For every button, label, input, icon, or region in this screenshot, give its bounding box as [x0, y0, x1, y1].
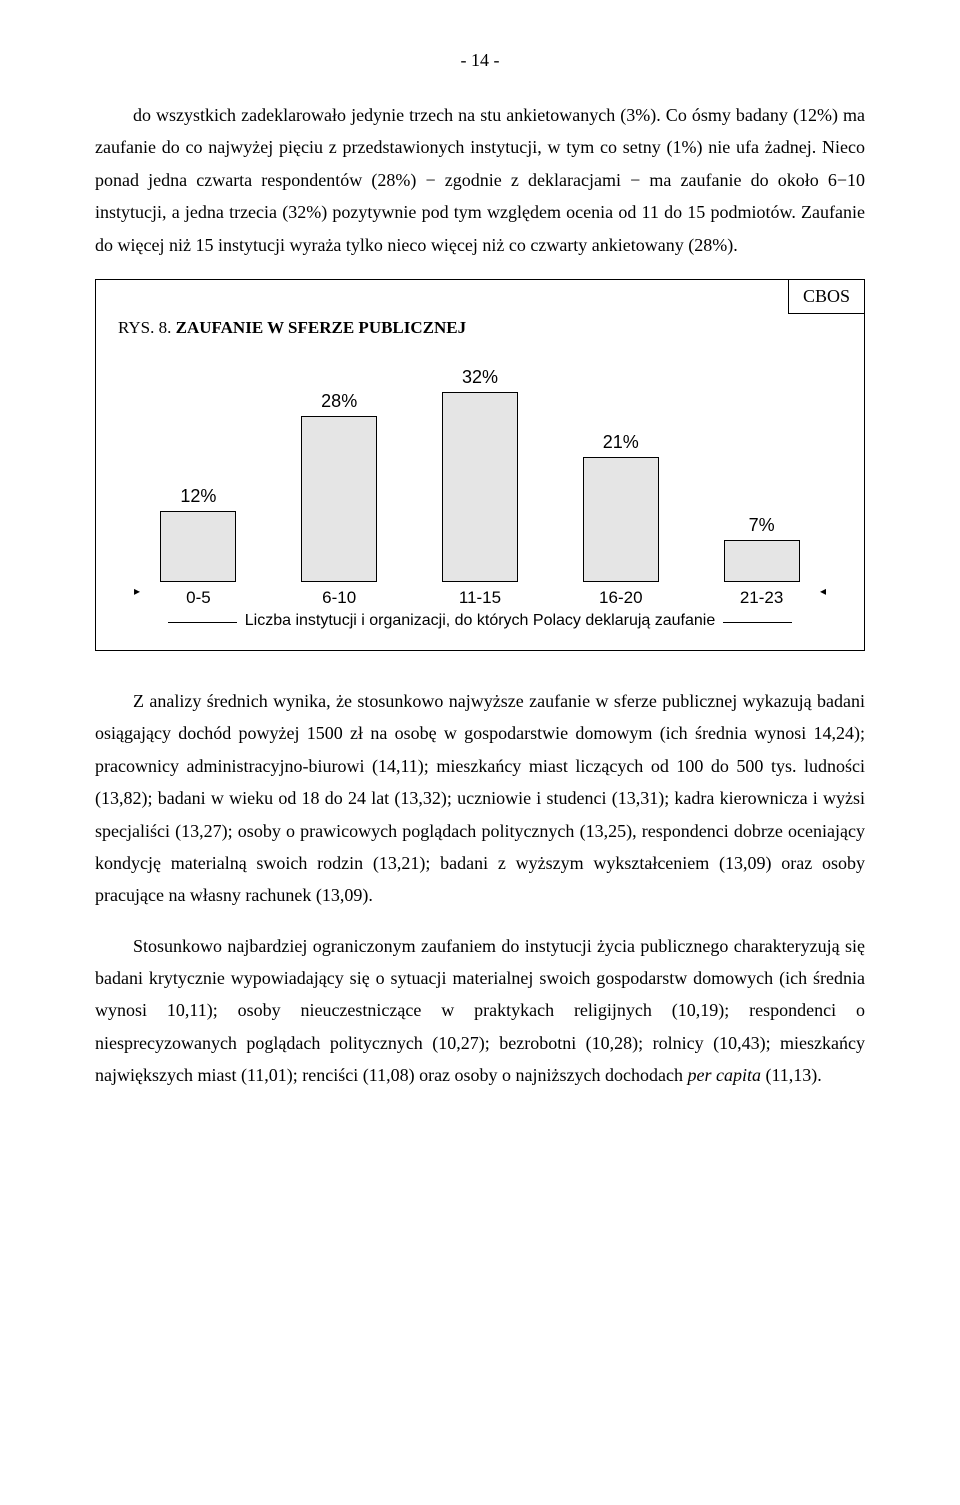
- paragraph-1: do wszystkich zadeklarowało jedynie trze…: [95, 99, 865, 261]
- x-axis-label: 11-15: [410, 588, 551, 608]
- chart-title-prefix: RYS. 8.: [118, 318, 176, 337]
- x-axis-label: 21-23: [691, 588, 832, 608]
- bar-column: 12%: [128, 486, 269, 582]
- x-axis-label: 0-5: [128, 588, 269, 608]
- paragraph-3-pre: Stosunkowo najbardziej ograniczonym zauf…: [95, 936, 865, 1086]
- paragraph-3: Stosunkowo najbardziej ograniczonym zauf…: [95, 930, 865, 1092]
- paragraph-2: Z analizy średnich wynika, że stosunkowo…: [95, 685, 865, 912]
- bar-value-label: 28%: [321, 391, 357, 412]
- page-number: - 14 -: [95, 50, 865, 71]
- bar-column: 28%: [269, 391, 410, 582]
- chart-container: CBOS RYS. 8. ZAUFANIE W SFERZE PUBLICZNE…: [95, 279, 865, 651]
- chart-title-bold: ZAUFANIE W SFERZE PUBLICZNEJ: [176, 318, 466, 337]
- bars-area: 12% 28% 32% 21% 7%: [118, 352, 842, 582]
- bar-column: 7%: [691, 515, 832, 582]
- x-axis-label: 16-20: [550, 588, 691, 608]
- bar: [442, 392, 518, 582]
- bar: [301, 416, 377, 582]
- bar-value-label: 7%: [749, 515, 775, 536]
- bar-value-label: 21%: [603, 432, 639, 453]
- chart-title: RYS. 8. ZAUFANIE W SFERZE PUBLICZNEJ: [118, 318, 842, 338]
- bar-value-label: 32%: [462, 367, 498, 388]
- chart-caption: Liczba instytucji i organizacji, do któr…: [237, 612, 723, 630]
- cbos-badge: CBOS: [788, 279, 865, 314]
- paragraph-3-post: (11,13).: [761, 1065, 822, 1085]
- bar-column: 32%: [410, 367, 551, 582]
- per-capita-italic: per capita: [687, 1065, 761, 1085]
- x-axis-label: 6-10: [269, 588, 410, 608]
- bar: [724, 540, 800, 582]
- bar-value-label: 12%: [180, 486, 216, 507]
- bar-column: 21%: [550, 432, 691, 582]
- bar: [160, 511, 236, 582]
- x-axis-labels: 0-56-1011-1516-2021-23: [128, 588, 832, 608]
- bar: [583, 457, 659, 582]
